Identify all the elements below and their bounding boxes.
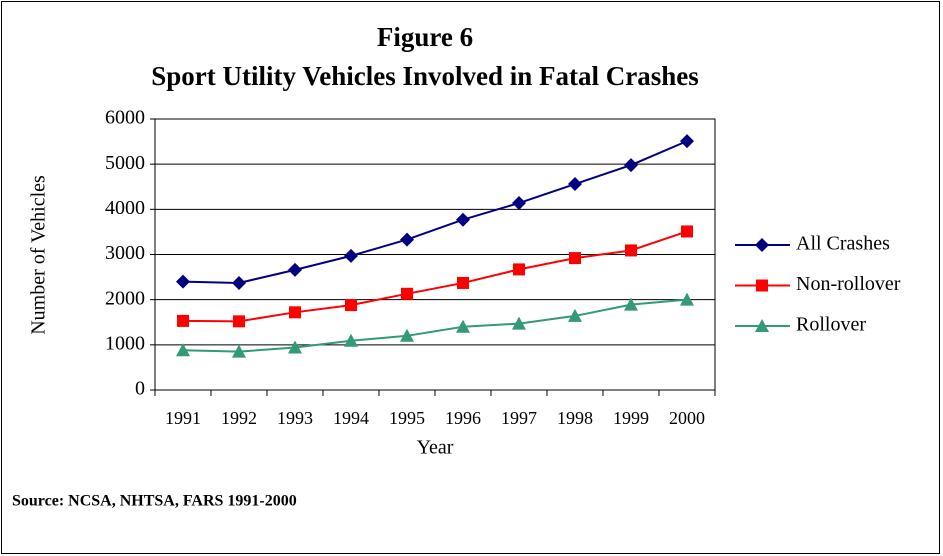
data-point bbox=[624, 158, 638, 173]
y-tick-label: 2000 bbox=[105, 287, 145, 309]
x-tick-label: 2000 bbox=[669, 408, 705, 428]
legend-marker bbox=[755, 319, 769, 332]
y-tick-label: 5000 bbox=[105, 152, 145, 174]
legend-marker bbox=[756, 279, 768, 292]
data-point bbox=[232, 344, 246, 358]
legend-label: Non-rollover bbox=[796, 273, 901, 295]
data-point bbox=[177, 314, 189, 327]
x-tick-label: 1994 bbox=[333, 408, 369, 428]
data-point bbox=[513, 263, 525, 276]
chart-title: Figure 6 bbox=[377, 22, 473, 52]
y-tick-label: 6000 bbox=[105, 107, 145, 129]
data-point bbox=[680, 134, 694, 149]
data-point bbox=[456, 319, 470, 333]
data-point bbox=[568, 308, 582, 322]
data-point bbox=[401, 287, 413, 300]
y-tick-label: 0 bbox=[135, 378, 145, 400]
data-point bbox=[681, 225, 693, 238]
x-tick-label: 1998 bbox=[557, 408, 593, 428]
data-point bbox=[176, 343, 190, 357]
y-tick-label: 3000 bbox=[105, 242, 145, 264]
data-point bbox=[512, 316, 526, 330]
x-tick-label: 1995 bbox=[389, 408, 425, 428]
x-tick-label: 1993 bbox=[277, 408, 313, 428]
x-tick-label: 1999 bbox=[613, 408, 649, 428]
y-axis-label: Number of Vehicles bbox=[28, 175, 50, 335]
x-tick-label: 1991 bbox=[165, 408, 201, 428]
y-tick-label: 4000 bbox=[105, 197, 145, 219]
data-point bbox=[344, 248, 358, 263]
data-point bbox=[457, 276, 469, 289]
data-point bbox=[288, 262, 302, 277]
chart-subtitle: Sport Utility Vehicles Involved in Fatal… bbox=[151, 61, 699, 91]
data-point bbox=[344, 333, 358, 347]
data-point bbox=[569, 252, 581, 265]
series-line bbox=[182, 140, 688, 284]
legend-label: Rollover bbox=[796, 314, 866, 336]
data-point bbox=[233, 315, 245, 328]
legend-label: All Crashes bbox=[796, 233, 890, 255]
series-line bbox=[182, 298, 688, 353]
x-tick-label: 1992 bbox=[221, 408, 257, 428]
data-point bbox=[512, 196, 526, 211]
legend-marker bbox=[755, 238, 769, 252]
data-point bbox=[568, 177, 582, 192]
data-point bbox=[288, 340, 302, 354]
data-point bbox=[680, 292, 694, 306]
y-tick-label: 1000 bbox=[105, 332, 145, 354]
data-point bbox=[176, 274, 190, 289]
x-axis-label: Year bbox=[417, 437, 454, 459]
data-point bbox=[345, 299, 357, 312]
data-point bbox=[624, 297, 638, 311]
x-tick-label: 1997 bbox=[501, 408, 537, 428]
source-note: Source: NCSA, NHTSA, FARS 1991-2000 bbox=[12, 493, 297, 510]
data-point bbox=[400, 328, 414, 342]
series-line bbox=[182, 230, 688, 323]
data-point bbox=[400, 232, 414, 247]
data-point bbox=[625, 244, 637, 257]
x-tick-label: 1996 bbox=[445, 408, 481, 428]
data-point bbox=[232, 275, 246, 290]
data-point bbox=[289, 306, 301, 319]
data-point bbox=[456, 212, 470, 227]
